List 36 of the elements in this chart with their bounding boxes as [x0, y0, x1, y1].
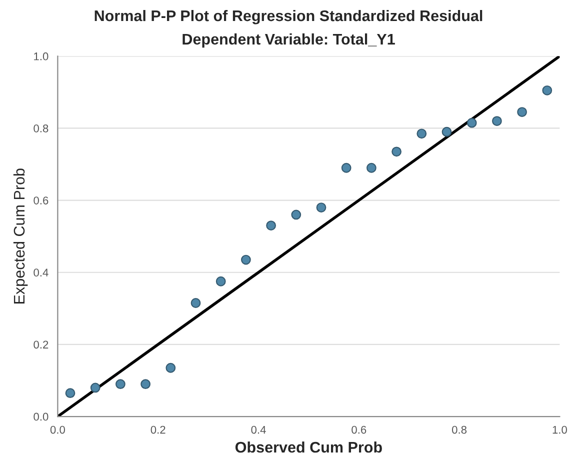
x-tick-label: 0.6: [352, 426, 366, 434]
point: [517, 107, 527, 117]
x-axis-title: Observed Cum Prob: [235, 441, 382, 453]
y-tick-label: 0.8: [34, 124, 48, 132]
point: [542, 85, 552, 96]
y-tick-label: 0.2: [34, 340, 48, 349]
x-tick-label: 0.0: [50, 426, 65, 434]
point: [316, 202, 326, 212]
y-axis-title: Expected Cum Prob: [13, 168, 28, 304]
point: [241, 254, 251, 265]
point: [266, 220, 276, 230]
x-tick-label: 0.4: [251, 426, 266, 434]
point: [166, 362, 176, 373]
point: [116, 379, 126, 390]
point: [190, 298, 201, 308]
y-tick-label: 1.0: [34, 52, 48, 60]
point: [140, 379, 150, 390]
point: [366, 162, 376, 173]
y-tick-label: 0.0: [34, 412, 48, 421]
point: [466, 118, 477, 128]
x-tick-label: 1.0: [552, 426, 567, 434]
point: [65, 388, 76, 398]
point: [492, 116, 502, 126]
point: [341, 162, 352, 173]
x-tick-label: 0.2: [150, 426, 166, 434]
point: [392, 146, 402, 157]
chart-subtitle: Dependent Variable: Total_Y1: [182, 33, 395, 48]
x-tick-label: 0.8: [452, 426, 467, 434]
y-tick-label: 0.4: [34, 268, 48, 277]
point: [442, 126, 452, 137]
point: [291, 210, 302, 220]
point: [216, 276, 226, 286]
y-tick-label: 0.6: [34, 196, 48, 204]
point: [416, 128, 427, 139]
chart-title: Normal P-P Plot of Regression Standardized Residual: [94, 10, 482, 24]
point: [90, 382, 100, 393]
